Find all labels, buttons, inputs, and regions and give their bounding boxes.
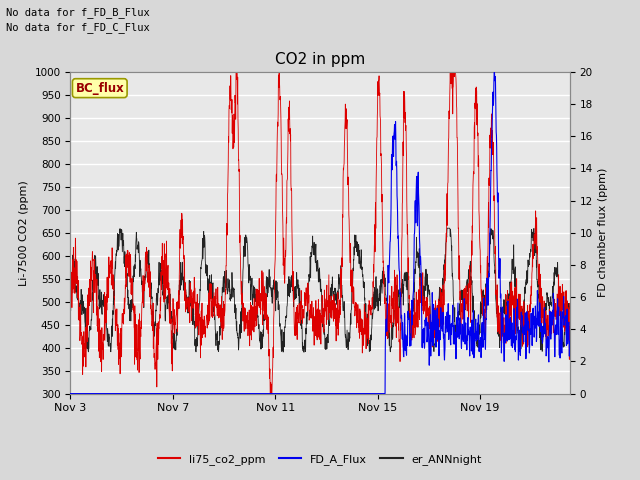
Title: CO2 in ppm: CO2 in ppm (275, 52, 365, 67)
Legend: li75_co2_ppm, FD_A_Flux, er_ANNnight: li75_co2_ppm, FD_A_Flux, er_ANNnight (154, 450, 486, 469)
Y-axis label: Li-7500 CO2 (ppm): Li-7500 CO2 (ppm) (19, 180, 29, 286)
Text: BC_flux: BC_flux (76, 82, 124, 95)
Text: No data for f_FD_B_Flux: No data for f_FD_B_Flux (6, 7, 150, 18)
Text: No data for f_FD_C_Flux: No data for f_FD_C_Flux (6, 22, 150, 33)
Y-axis label: FD chamber flux (ppm): FD chamber flux (ppm) (598, 168, 608, 298)
